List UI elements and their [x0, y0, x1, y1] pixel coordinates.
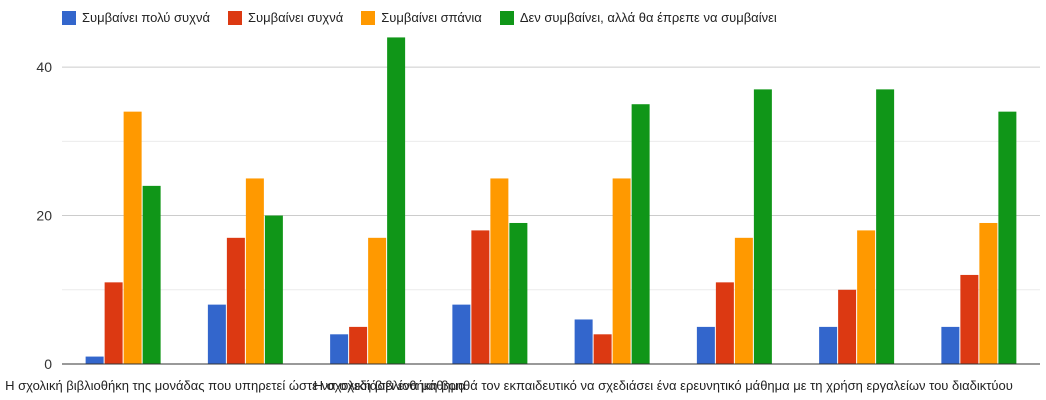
y-tick-label: 40 [36, 59, 52, 75]
bar-series3-cat5[interactable] [753, 89, 772, 364]
bar-series2-cat5[interactable] [734, 237, 753, 364]
bar-series0-cat3[interactable] [452, 304, 471, 364]
bar-series2-cat4[interactable] [612, 178, 631, 364]
legend-swatch-3 [499, 10, 514, 25]
bar-series0-cat7[interactable] [941, 326, 960, 364]
bar-series0-cat5[interactable] [696, 326, 715, 364]
bar-series2-cat0[interactable] [123, 111, 142, 365]
legend-label-3: Δεν συμβαίνει, αλλά θα έπρεπε να συμβαίν… [519, 10, 777, 25]
bar-series1-cat4[interactable] [593, 334, 612, 364]
bar-series0-cat0[interactable] [85, 356, 104, 364]
bar-series3-cat0[interactable] [142, 185, 161, 364]
bar-series2-cat6[interactable] [857, 230, 876, 364]
bar-series1-cat6[interactable] [838, 289, 857, 364]
bar-series3-cat2[interactable] [387, 37, 406, 365]
bar-series1-cat5[interactable] [715, 282, 734, 364]
bars [85, 37, 1017, 365]
bar-series3-cat1[interactable] [264, 215, 283, 364]
x-axis-labels: Η σχολική βιβλιοθήκη της μονάδας που υπη… [0, 378, 1046, 400]
legend-label-1: Συμβαίνει συχνά [247, 10, 344, 25]
legend-item-0[interactable]: Συμβαίνει πολύ συχνά [62, 10, 210, 25]
legend-swatch-2 [361, 10, 376, 25]
legend-label-2: Συμβαίνει σπάνια [381, 10, 482, 25]
bar-series0-cat2[interactable] [330, 334, 349, 364]
bar-series0-cat1[interactable] [207, 304, 226, 364]
bar-series2-cat7[interactable] [979, 222, 998, 364]
x-category-label-0: Η σχολική βιβλιοθήκη της μονάδας που υπη… [5, 378, 466, 393]
bar-series0-cat6[interactable] [819, 326, 838, 364]
legend-swatch-0 [62, 10, 76, 25]
bar-series1-cat7[interactable] [960, 274, 979, 364]
y-tick-label: 0 [44, 356, 52, 372]
bar-series1-cat1[interactable] [226, 237, 245, 364]
legend-swatch-1 [227, 10, 242, 25]
bar-series3-cat7[interactable] [998, 111, 1017, 365]
bar-series1-cat2[interactable] [349, 326, 368, 364]
bar-series3-cat6[interactable] [876, 89, 895, 364]
x-category-label-1: Η σχολική βιβλιοθήκη βοηθά τον εκπαιδευτ… [313, 378, 1013, 393]
bar-series2-cat3[interactable] [490, 178, 509, 364]
bar-series2-cat1[interactable] [245, 178, 264, 364]
chart-legend: Συμβαίνει πολύ συχνά Συμβαίνει συχνά Συμβα… [62, 10, 795, 25]
legend-item-2[interactable]: Συμβαίνει σπάνια [361, 10, 482, 25]
legend-label-0: Συμβαίνει πολύ συχνά [82, 10, 210, 25]
bar-series3-cat4[interactable] [631, 104, 650, 364]
y-tick-label: 20 [36, 208, 52, 224]
legend-item-1[interactable]: Συμβαίνει συχνά [227, 10, 344, 25]
bar-series1-cat3[interactable] [471, 230, 490, 364]
bar-series0-cat4[interactable] [574, 319, 593, 364]
bar-series3-cat3[interactable] [509, 222, 528, 364]
legend-item-3[interactable]: Δεν συμβαίνει, αλλά θα έπρεπε να συμβαίν… [499, 10, 777, 25]
bar-series2-cat2[interactable] [368, 237, 387, 364]
bar-series1-cat0[interactable] [104, 282, 123, 364]
